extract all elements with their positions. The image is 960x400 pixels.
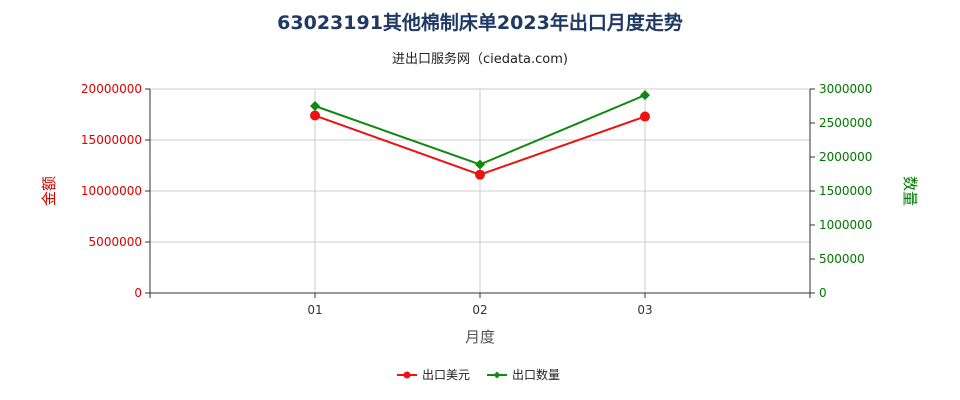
- series: [310, 90, 650, 180]
- data-point-circle: [640, 111, 650, 122]
- y-left-tick-label: 20000000: [81, 82, 142, 96]
- x-tick-label: 03: [637, 303, 652, 317]
- y-left-tick-label: 0: [134, 286, 142, 300]
- legend-marker: [403, 371, 411, 379]
- chart-subtitle: 进出口服务网（ciedata.com): [391, 52, 568, 67]
- axis-labels: 0 5000000 10000000 15000000 20000000 0 500000 1…: [40, 82, 919, 346]
- y-left-tick-label: 15000000: [81, 133, 142, 147]
- x-tick-label: 02: [472, 303, 487, 317]
- legend-item-1[interactable]: 出口美元: [397, 368, 470, 382]
- data-point-circle: [475, 169, 485, 180]
- x-axis-title: 月度: [465, 328, 495, 346]
- legend-label: 出口数量: [512, 367, 560, 382]
- data-point-diamond: [640, 90, 650, 101]
- x-tick-label: 01: [307, 303, 322, 317]
- y-left-tick-label: 5000000: [89, 235, 142, 249]
- y-right-tick-label: 2500000: [819, 116, 872, 130]
- y-right-tick-label: 3000000: [819, 82, 872, 96]
- data-point-diamond: [475, 159, 485, 170]
- y-right-tick-label: 2000000: [819, 150, 872, 164]
- y-left-tick-label: 10000000: [81, 184, 142, 198]
- legend[interactable]: 出口美元 出口数量: [397, 367, 560, 382]
- data-point-diamond: [310, 101, 320, 111]
- y-axis-right-title: 数量: [901, 176, 919, 206]
- legend-marker: [493, 371, 501, 379]
- axes: [145, 88, 815, 298]
- y-right-tick-label: 500000: [819, 252, 865, 266]
- y-right-tick-label: 1000000: [819, 218, 872, 232]
- legend-item-2[interactable]: 出口数量: [487, 367, 560, 382]
- data-point-circle: [310, 110, 320, 121]
- grid: [149, 88, 811, 294]
- y-axis-left-title: 金额: [40, 176, 58, 206]
- y-right-tick-label: 1500000: [819, 184, 872, 198]
- y-right-tick-label: 0: [819, 286, 827, 300]
- chart-title: 63023191其他棉制床单2023年出口月度走势: [277, 12, 683, 34]
- legend-label: 出口美元: [422, 368, 470, 382]
